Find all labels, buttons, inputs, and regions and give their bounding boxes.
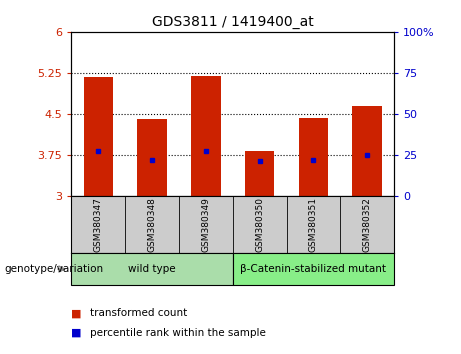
Bar (83, 77, 113, 196)
Text: GSM380349: GSM380349 (201, 197, 210, 252)
Text: β-Catenin-stabilized mutant: β-Catenin-stabilized mutant (241, 264, 386, 274)
Bar (245, 152, 274, 196)
Text: GSM380347: GSM380347 (94, 197, 103, 252)
Bar (353, 106, 382, 196)
Bar (233, 253, 394, 285)
Text: ■: ■ (71, 328, 81, 338)
Text: GSM380350: GSM380350 (255, 197, 264, 252)
Text: percentile rank within the sample: percentile rank within the sample (90, 328, 266, 338)
Text: GSM380348: GSM380348 (148, 197, 157, 252)
Text: genotype/variation: genotype/variation (5, 264, 104, 274)
Text: wild type: wild type (128, 264, 176, 274)
Bar (299, 118, 328, 196)
Bar (71, 253, 233, 285)
Title: GDS3811 / 1419400_at: GDS3811 / 1419400_at (152, 16, 313, 29)
Text: GSM380352: GSM380352 (363, 197, 372, 252)
Bar (137, 119, 167, 196)
Text: ■: ■ (71, 308, 81, 318)
Bar (191, 76, 221, 196)
Text: transformed count: transformed count (90, 308, 187, 318)
Text: GSM380351: GSM380351 (309, 197, 318, 252)
